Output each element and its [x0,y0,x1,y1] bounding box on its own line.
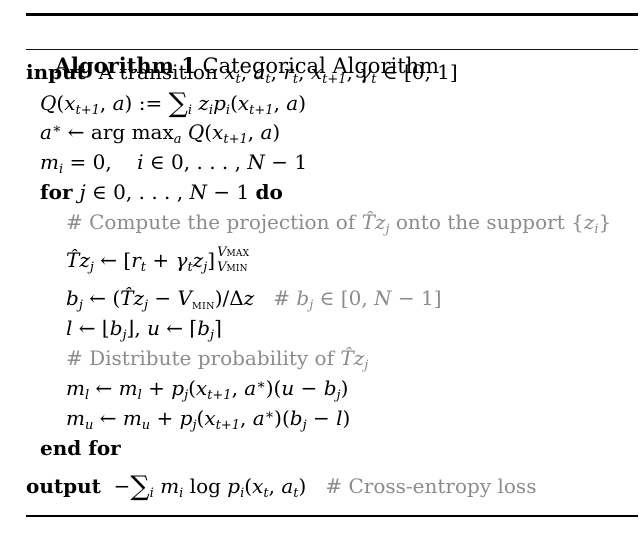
algorithm-title: Categorical Algorithm [195,53,440,78]
header-rule [26,48,638,50]
line-for: for j ∈ 0, . . . , N − 1 do [40,180,283,204]
line-floor-ceil: l ← ⌊bj⌋, u ← ⌈bj⌉ [66,316,222,343]
line-bellman-update: T̂zj ← [rt + γtzj] V MAX V MIN [66,244,250,275]
algorithm-header: Algorithm 1 Categorical Algorithm [26,16,638,78]
line-end-for: end for [40,436,121,460]
line-input: input A transition xt, at, rt, xt+1, γt … [26,60,458,87]
bottom-rule [26,515,638,517]
line-m-init: mi = 0, i ∈ 0, . . . , N − 1 [40,150,308,177]
line-mu-update: mu ← mu + pj(xt+1, a∗)(bj − l) [66,406,351,433]
top-rule [26,13,638,16]
algorithm-body: input A transition xt, at, rt, xt+1, γt … [26,50,638,502]
bracket-limits: V MAX V MIN [217,244,250,275]
line-argmax: a∗ ← arg maxa Q(xt+1, a) [40,120,281,147]
line-output: output −∑i mi log pi(xt, at) # Cross-ent… [26,471,537,502]
line-bj: bj ← (T̂zj − VMIN)/Δz # bj ∈ [0, N − 1] [66,286,442,313]
line-q-definition: Q(xt+1, a) := ∑i zipi(xt+1, a) [40,88,307,119]
algorithm-box: Algorithm 1 Categorical Algorithm input … [26,13,638,517]
algorithm-number-label: Algorithm 1 [54,52,196,78]
line-comment-distribute: # Distribute probability of T̂zj [66,346,369,373]
line-comment-projection: # Compute the projection of T̂zj onto th… [66,210,612,237]
line-ml-update: ml ← ml + pj(xt+1, a∗)(u − bj) [66,376,349,403]
